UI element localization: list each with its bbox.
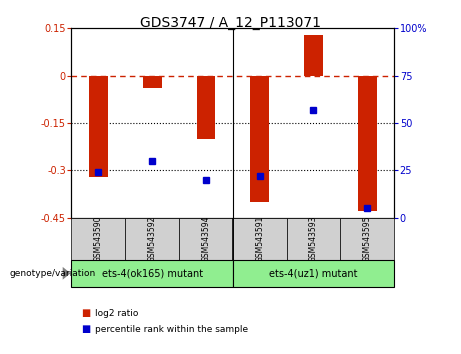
Text: ■: ■	[81, 324, 90, 334]
Text: ets-4(uz1) mutant: ets-4(uz1) mutant	[269, 268, 358, 279]
Text: GDS3747 / A_12_P113071: GDS3747 / A_12_P113071	[140, 16, 321, 30]
Bar	[196, 76, 215, 139]
Text: GSM543595: GSM543595	[363, 216, 372, 262]
Text: log2 ratio: log2 ratio	[95, 309, 138, 318]
Bar	[233, 260, 394, 287]
Text: percentile rank within the sample: percentile rank within the sample	[95, 325, 248, 334]
Bar	[143, 76, 161, 88]
Text: ets-4(ok165) mutant: ets-4(ok165) mutant	[101, 268, 203, 279]
Text: GSM543590: GSM543590	[94, 216, 103, 262]
Bar	[179, 218, 233, 260]
Bar	[233, 218, 287, 260]
Text: GSM543591: GSM543591	[255, 216, 264, 262]
Bar	[71, 260, 233, 287]
Polygon shape	[63, 267, 71, 280]
Bar	[304, 35, 323, 76]
Bar	[250, 76, 269, 202]
Bar	[89, 76, 108, 177]
Bar	[287, 218, 340, 260]
Text: ■: ■	[81, 308, 90, 318]
Text: genotype/variation: genotype/variation	[9, 269, 95, 278]
Bar	[358, 76, 377, 211]
Text: GSM543593: GSM543593	[309, 216, 318, 262]
Bar	[71, 218, 125, 260]
Text: GSM543594: GSM543594	[201, 216, 210, 262]
Bar	[125, 218, 179, 260]
Text: GSM543592: GSM543592	[148, 216, 157, 262]
Bar	[340, 218, 394, 260]
